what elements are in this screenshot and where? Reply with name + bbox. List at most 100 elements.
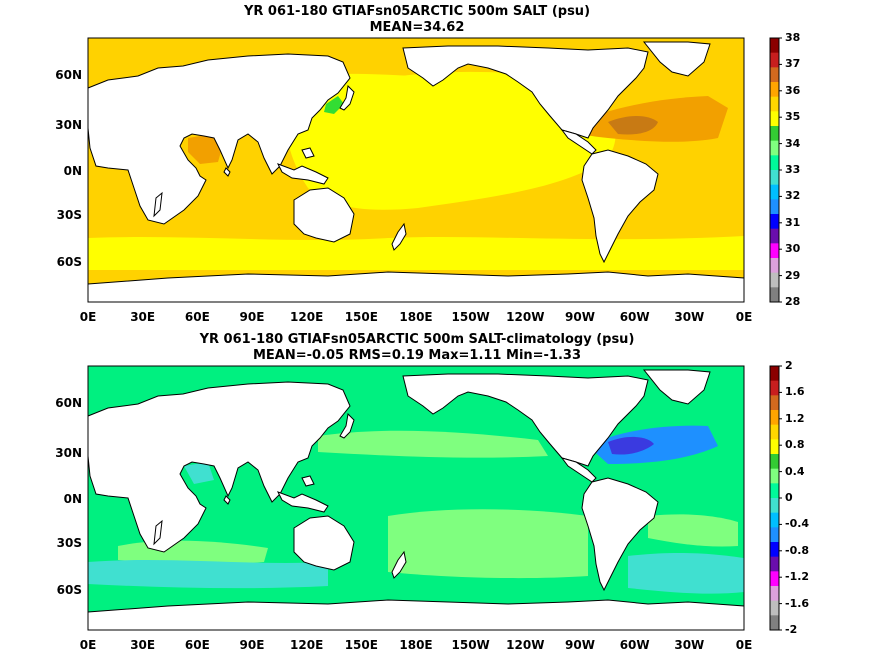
colorbar-label: -0.4: [785, 517, 810, 531]
colorbar-segment: [770, 67, 779, 83]
salinity-southern-band: [88, 236, 744, 270]
colorbar-label: 37: [785, 57, 801, 71]
colorbar-segment: [770, 615, 779, 631]
lon-label: 30W: [674, 638, 705, 652]
colorbar-segment: [770, 556, 779, 572]
colorbar-segment: [770, 410, 779, 426]
colorbar-segment: [770, 380, 779, 396]
colorbar-label: 36: [785, 83, 801, 97]
colorbar-label: 28: [785, 295, 801, 308]
colorbar-panel2: [769, 365, 782, 631]
colorbar-label: -1.2: [785, 570, 810, 584]
colorbar-segment: [770, 184, 779, 200]
colorbar-segment: [770, 483, 779, 499]
colorbar-segment: [770, 498, 779, 514]
colorbar-segment: [770, 586, 779, 602]
lat-label: 0N: [63, 164, 82, 178]
colorbar-segment: [770, 272, 779, 288]
anomaly-min-north-atlantic-core: [608, 436, 654, 455]
lon-label: 30W: [674, 310, 705, 324]
colorbar-segment: [770, 140, 779, 156]
colorbar-label: 34: [785, 136, 801, 150]
lon-label: 150W: [451, 638, 490, 652]
colorbar-segment: [770, 424, 779, 440]
colorbar-segment: [770, 96, 779, 112]
lat-label: 60S: [56, 583, 82, 597]
lon-label: 90W: [565, 310, 595, 324]
lon-label: 120W: [506, 310, 545, 324]
colorbar-segment: [770, 170, 779, 186]
lat-label: 0N: [63, 492, 82, 506]
lon-label: 60E: [184, 638, 210, 652]
lon-label: 180E: [399, 310, 433, 324]
colorbar-label: 30: [785, 242, 801, 256]
panel2-title: YR 061-180 GTIAFsn05ARCTIC 500m SALT-cli…: [199, 332, 635, 347]
lat-label: 30N: [55, 118, 82, 132]
lon-label: 150E: [344, 310, 378, 324]
lon-label: 0E: [79, 638, 97, 652]
lat-label: 60S: [56, 255, 82, 269]
lon-label: 0E: [735, 310, 753, 324]
anomaly-negative-arabian: [184, 462, 214, 484]
anomaly-positive-south-pacific: [388, 509, 588, 579]
colorbar-segment: [770, 199, 779, 215]
colorbar-label: 0.8: [785, 438, 805, 452]
colorbar-label: -2: [785, 623, 798, 636]
colorbar-label: 32: [785, 189, 801, 203]
lat-label: 30N: [55, 446, 82, 460]
lon-label: 30E: [130, 638, 156, 652]
anomaly-positive-north-pacific: [318, 430, 548, 458]
lon-label: 60E: [184, 310, 210, 324]
colorbar-segment: [770, 454, 779, 470]
lon-label: 120E: [290, 638, 324, 652]
colorbar-label: 35: [785, 110, 801, 124]
colorbar-segment: [770, 126, 779, 142]
colorbar-segment: [770, 600, 779, 616]
lat-label: 30S: [56, 208, 82, 222]
salinity-band-34-35-pacific: [284, 73, 616, 210]
colorbar-label: 0: [785, 491, 793, 504]
colorbar-label: -0.8: [785, 543, 810, 557]
colorbar-segment: [770, 287, 779, 303]
lon-label: 60W: [619, 310, 650, 324]
colorbar-panel1: [769, 37, 782, 303]
salinity-high-arabian-sea: [188, 134, 222, 164]
salinity-low-japan-sea: [324, 96, 344, 114]
colorbar-segment: [770, 366, 779, 382]
lat-label: 60N: [55, 68, 82, 82]
colorbar-segment: [770, 52, 779, 68]
colorbar-segment: [770, 542, 779, 558]
colorbar-segment: [770, 38, 779, 54]
colorbar-label: 1.6: [785, 385, 805, 399]
lon-label: 0E: [735, 638, 753, 652]
lon-label: 120W: [506, 638, 545, 652]
colorbar-label: 38: [785, 31, 801, 44]
salinity-high-north-atlantic-core: [608, 116, 658, 135]
map-panel-2: [87, 365, 745, 631]
colorbar-segment: [770, 155, 779, 171]
lon-label: 90E: [239, 310, 265, 324]
colorbar-segment: [770, 468, 779, 484]
lon-label: 30E: [130, 310, 156, 324]
colorbar-label: 2: [785, 359, 793, 372]
colorbar-label: 1.2: [785, 411, 805, 425]
lon-label: 120E: [290, 310, 324, 324]
colorbar-segment: [770, 439, 779, 455]
colorbar-segment: [770, 82, 779, 98]
colorbar-segment: [770, 243, 779, 259]
lon-label: 90W: [565, 638, 595, 652]
colorbar-segment: [770, 395, 779, 411]
colorbar-label: 0.4: [785, 464, 805, 478]
colorbar-segment: [770, 527, 779, 543]
colorbar-label: 33: [785, 163, 801, 176]
lon-label: 90E: [239, 638, 265, 652]
lat-label: 60N: [55, 396, 82, 410]
anomaly-negative-southern: [88, 560, 328, 589]
map-panel-1: [87, 37, 745, 303]
colorbar-segment: [770, 571, 779, 587]
panel2-subtitle: MEAN=-0.05 RMS=0.19 Max=1.11 Min=-1.33: [252, 348, 582, 363]
colorbar-label: 31: [785, 215, 801, 229]
lon-label: 150W: [451, 310, 490, 324]
anomaly-negative-southern-east: [628, 552, 744, 594]
